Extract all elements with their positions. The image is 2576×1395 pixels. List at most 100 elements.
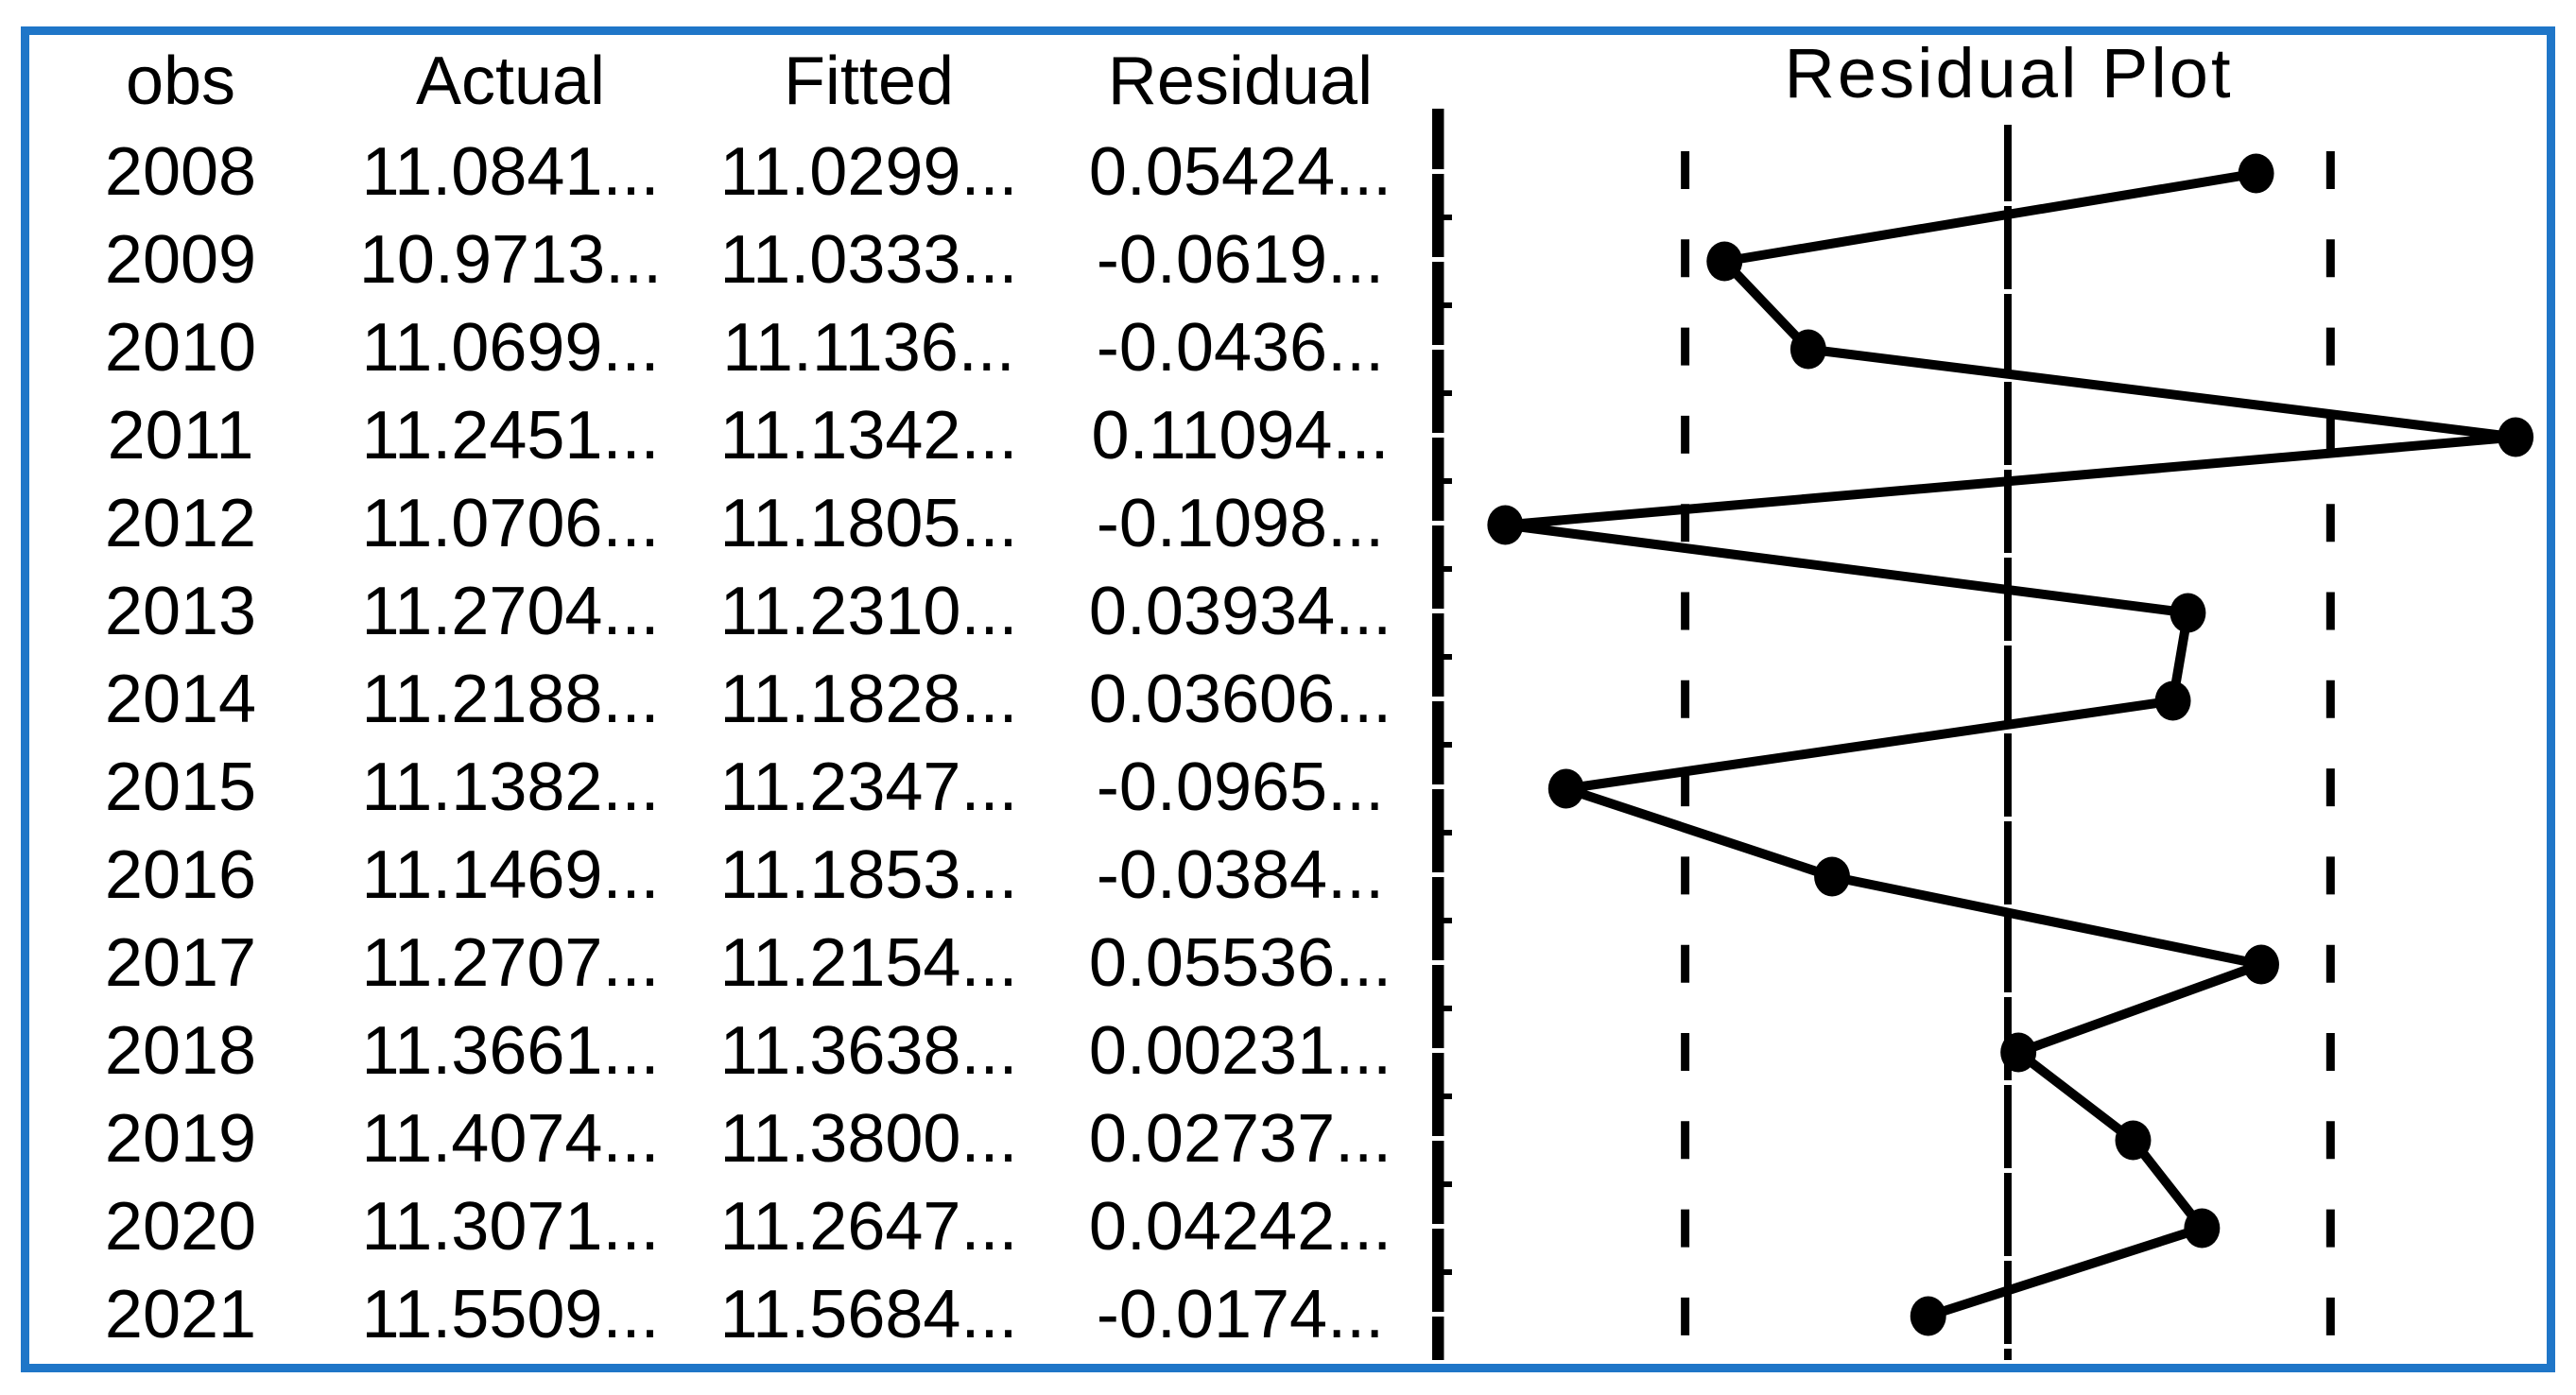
residual-point: [1910, 1296, 1946, 1336]
residual-point: [2498, 417, 2534, 457]
table-row: 2018 11.3661... 11.3638... 0.00231...: [29, 1007, 1432, 1094]
axis-tick: [1443, 654, 1452, 660]
residual-cell: 0.03934...: [1088, 573, 1392, 649]
obs-cell: 2011: [107, 397, 254, 474]
table-row: 2021 11.5509... 11.5684... -0.0174...: [29, 1270, 1432, 1358]
residual-cell: 0.11094...: [1091, 397, 1390, 474]
table-row: 2010 11.0699... 11.1136... -0.0436...: [29, 303, 1432, 391]
obs-cell: 2010: [104, 309, 257, 386]
obs-cell: 2014: [104, 661, 257, 737]
residual-point: [2115, 1120, 2152, 1161]
axis-tick: [1443, 215, 1452, 220]
table-row: 2012 11.0706... 11.1805... -0.1098...: [29, 479, 1432, 567]
residual-cell: -0.0436...: [1096, 309, 1385, 386]
actual-cell: 10.9713...: [358, 221, 663, 298]
actual-cell: 11.5509...: [361, 1276, 660, 1352]
table-row: 2008 11.0841... 11.0299... 0.05424...: [29, 128, 1432, 215]
axis-tick: [1443, 478, 1452, 484]
fitted-cell: 11.2647...: [719, 1188, 1018, 1265]
axis-tick: [1443, 742, 1452, 748]
column-header-actual: Actual: [415, 43, 606, 119]
residual-cell: -0.0965...: [1096, 749, 1385, 825]
table-row: 2009 10.9713... 11.0333... -0.0619...: [29, 215, 1432, 303]
actual-cell: 11.2704...: [361, 573, 660, 649]
fitted-cell: 11.1136...: [722, 309, 1015, 386]
plot-title: Residual Plot: [1784, 34, 2234, 112]
fitted-cell: 11.2154...: [719, 924, 1018, 1001]
residual-point: [2154, 680, 2191, 721]
axis-tick: [1443, 1269, 1452, 1275]
actual-cell: 11.2451...: [361, 397, 660, 474]
residual-cell: 0.03606...: [1088, 661, 1392, 737]
actual-cell: 11.1382...: [361, 749, 660, 825]
fitted-cell: 11.3638...: [719, 1012, 1018, 1089]
residual-series-line: [1500, 168, 2521, 1321]
obs-cell: 2015: [104, 749, 257, 825]
actual-cell: 11.1469...: [361, 836, 660, 913]
residual-point: [2170, 593, 2206, 633]
table-row: 2014 11.2188... 11.1828... 0.03606...: [29, 655, 1432, 743]
axis-tick: [1443, 918, 1452, 923]
table-header-row: obs Actual Fitted Residual: [29, 35, 1432, 128]
residual-cell: 0.00231...: [1088, 1012, 1392, 1089]
fitted-cell: 11.1805...: [719, 485, 1018, 561]
residual-point: [1789, 329, 1826, 370]
table-row: 2016 11.1469... 11.1853... -0.0384...: [29, 831, 1432, 919]
residual-cell: 0.05536...: [1088, 924, 1392, 1001]
bordered-output-panel: obs Actual Fitted Residual 2008 11.0841.…: [21, 26, 2555, 1372]
residual-point: [1814, 856, 1851, 897]
actual-cell: 11.0699...: [361, 309, 660, 386]
axis-tick: [1443, 830, 1452, 835]
column-header-fitted: Fitted: [783, 43, 955, 119]
fitted-cell: 11.0299...: [719, 133, 1018, 210]
fitted-cell: 11.1828...: [719, 661, 1018, 737]
residual-point: [2238, 153, 2274, 194]
column-header-obs: obs: [125, 43, 236, 119]
residual-cell: -0.0174...: [1096, 1276, 1385, 1352]
actual-cell: 11.3071...: [361, 1188, 660, 1265]
obs-cell: 2012: [104, 485, 257, 561]
obs-cell: 2009: [104, 221, 257, 298]
axis-tick: [1443, 302, 1452, 308]
table-row: 2017 11.2707... 11.2154... 0.05536...: [29, 919, 1432, 1007]
residual-point: [2243, 944, 2279, 985]
fitted-cell: 11.1853...: [719, 836, 1018, 913]
actual-cell: 11.2188...: [361, 661, 660, 737]
axis-tick: [1443, 566, 1452, 572]
residual-plot-svg: [1432, 109, 2534, 1360]
residual-plot-panel: Residual Plot: [1432, 35, 2547, 1364]
residual-point: [2000, 1032, 2037, 1073]
residual-point: [2184, 1208, 2221, 1249]
table-row: 2015 11.1382... 11.2347... -0.0965...: [29, 743, 1432, 831]
obs-cell: 2017: [104, 924, 257, 1001]
residual-cell: -0.0384...: [1096, 836, 1385, 913]
actual-cell: 11.2707...: [361, 924, 660, 1001]
residual-cell: 0.05424...: [1088, 133, 1392, 210]
column-header-residual: Residual: [1107, 43, 1374, 119]
obs-cell: 2013: [104, 573, 257, 649]
residual-cell: 0.02737...: [1088, 1100, 1392, 1177]
axis-tick: [1443, 390, 1452, 396]
residual-cell: -0.1098...: [1096, 485, 1385, 561]
fitted-cell: 11.3800...: [719, 1100, 1018, 1177]
obs-cell: 2016: [104, 836, 257, 913]
obs-cell: 2020: [104, 1188, 257, 1265]
actual-cell: 11.4074...: [361, 1100, 660, 1177]
table-row: 2011 11.2451... 11.1342... 0.11094...: [29, 391, 1432, 479]
table-row: 2019 11.4074... 11.3800... 0.02737...: [29, 1094, 1432, 1182]
table-rows: 2008 11.0841... 11.0299... 0.05424... 20…: [29, 128, 1432, 1358]
fitted-cell: 11.0333...: [719, 221, 1018, 298]
fitted-cell: 11.2310...: [719, 573, 1018, 649]
residual-point: [1487, 505, 1524, 545]
residual-point: [1547, 768, 1584, 809]
obs-cell: 2019: [104, 1100, 257, 1177]
fitted-cell: 11.5684...: [719, 1276, 1018, 1352]
actual-cell: 11.0841...: [361, 133, 660, 210]
obs-cell: 2018: [104, 1012, 257, 1089]
actual-cell: 11.3661...: [361, 1012, 660, 1089]
actual-cell: 11.0706...: [361, 485, 660, 561]
residual-cell: -0.0619...: [1096, 221, 1385, 298]
table-row: 2013 11.2704... 11.2310... 0.03934...: [29, 567, 1432, 655]
fitted-cell: 11.1342...: [719, 397, 1018, 474]
residual-point: [1706, 241, 1743, 282]
